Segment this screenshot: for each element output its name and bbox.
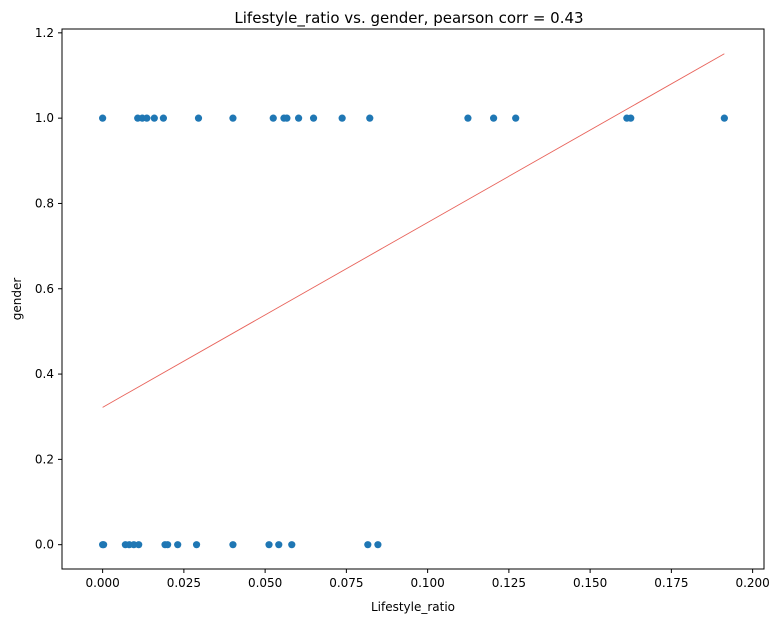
scatter-point [100,541,108,549]
y-tick-label: 0.6 [35,282,54,296]
x-tick-label: 0.175 [654,576,688,590]
scatter-point [309,114,318,122]
scatter-point [192,541,201,549]
x-axis-ticks: 0.000 0.025 0.050 0.075 0.100 0.125 0.150 0.175… [85,569,770,590]
scatter-point [490,114,498,122]
y-tick-label: 0.2 [35,452,54,466]
scatter-point [464,114,472,122]
y-tick-label: 0.8 [35,196,54,210]
scatter-point [720,114,728,122]
x-tick-label: 0.150 [573,576,607,590]
y-tick-label: 0.0 [35,538,54,552]
scatter-point [135,541,143,549]
trend-line [102,53,725,408]
chart-title: Lifestyle_ratio vs. gender, pearson corr… [234,9,583,28]
scatter-point [275,541,283,549]
scatter-point [164,541,172,549]
y-tick-label: 1.2 [35,26,54,40]
plot-area [99,53,728,549]
x-tick-label: 0.050 [248,576,282,590]
x-tick-label: 0.075 [329,576,363,590]
scatter-point [194,114,203,122]
scatter-point [159,114,167,122]
scatter-point [229,114,237,122]
scatter-point [265,541,273,549]
scatter-point [512,114,520,122]
scatter-point [374,541,382,549]
scatter-point [269,114,277,122]
y-axis-ticks: 0.0 0.2 0.4 0.6 0.8 1.0 1.2 [35,26,62,552]
y-tick-label: 1.0 [35,111,54,125]
y-tick-label: 0.4 [35,367,54,381]
x-tick-label: 0.100 [410,576,444,590]
scatter-point [283,114,291,122]
x-tick-label: 0.000 [85,576,119,590]
scatter-point [288,541,296,549]
x-tick-label: 0.125 [492,576,526,590]
x-tick-label: 0.025 [167,576,201,590]
scatter-point [295,114,303,122]
scatter-point [143,114,151,122]
y-axis-label: gender [10,278,24,321]
scatter-point [174,541,182,549]
scatter-point [364,541,372,549]
x-tick-label: 0.200 [735,576,769,590]
scatter-point [229,541,237,549]
scatter-point [99,114,107,122]
x-axis-label: Lifestyle_ratio [371,600,455,614]
scatter-point [150,114,158,122]
scatter-point [627,114,635,122]
scatter-point [366,114,374,122]
scatter-point [338,114,346,122]
plot-frame [61,28,765,570]
